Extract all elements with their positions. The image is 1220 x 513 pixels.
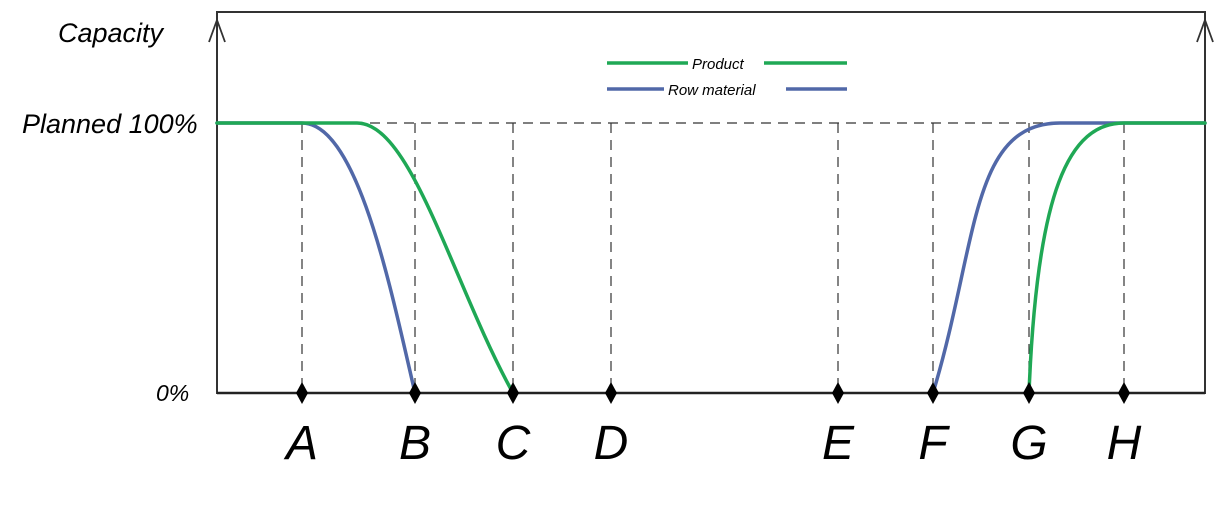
series-line-row-material: [215, 121, 1207, 395]
x-tick-label-c: C: [496, 417, 531, 470]
x-tick-label-e: E: [822, 417, 855, 470]
x-tick-marker-b: [409, 382, 421, 404]
x-tick-label-d: D: [594, 417, 629, 470]
x-tick-marker-g: [1023, 382, 1035, 404]
x-tick-marker-e: [832, 382, 844, 404]
legend: Product Row material: [607, 55, 847, 99]
x-tick-label-f: F: [918, 417, 950, 470]
legend-label-product: Product: [692, 56, 745, 73]
y-axis-title: Capacity: [58, 18, 165, 48]
x-tick-label-h: H: [1107, 417, 1142, 470]
legend-label-row-material: Row material: [668, 82, 756, 99]
x-tick-marker-a: [296, 382, 308, 404]
x-tick-label-a: A: [283, 417, 318, 470]
x-tick-marker-c: [507, 382, 519, 404]
x-tick-label-b: B: [399, 417, 431, 470]
y-axis-arrow-right: [1196, 17, 1214, 60]
y-axis-arrow-left: [208, 17, 226, 60]
series-line-product: [215, 121, 1207, 395]
y-tick-label-0: 0%: [156, 380, 189, 406]
x-tick-label-g: G: [1010, 417, 1047, 470]
x-tick-marker-h: [1118, 382, 1130, 404]
y-tick-label-100: Planned 100%: [22, 109, 198, 139]
x-tick-marker-f: [927, 382, 939, 404]
x-tick-marker-d: [605, 382, 617, 404]
